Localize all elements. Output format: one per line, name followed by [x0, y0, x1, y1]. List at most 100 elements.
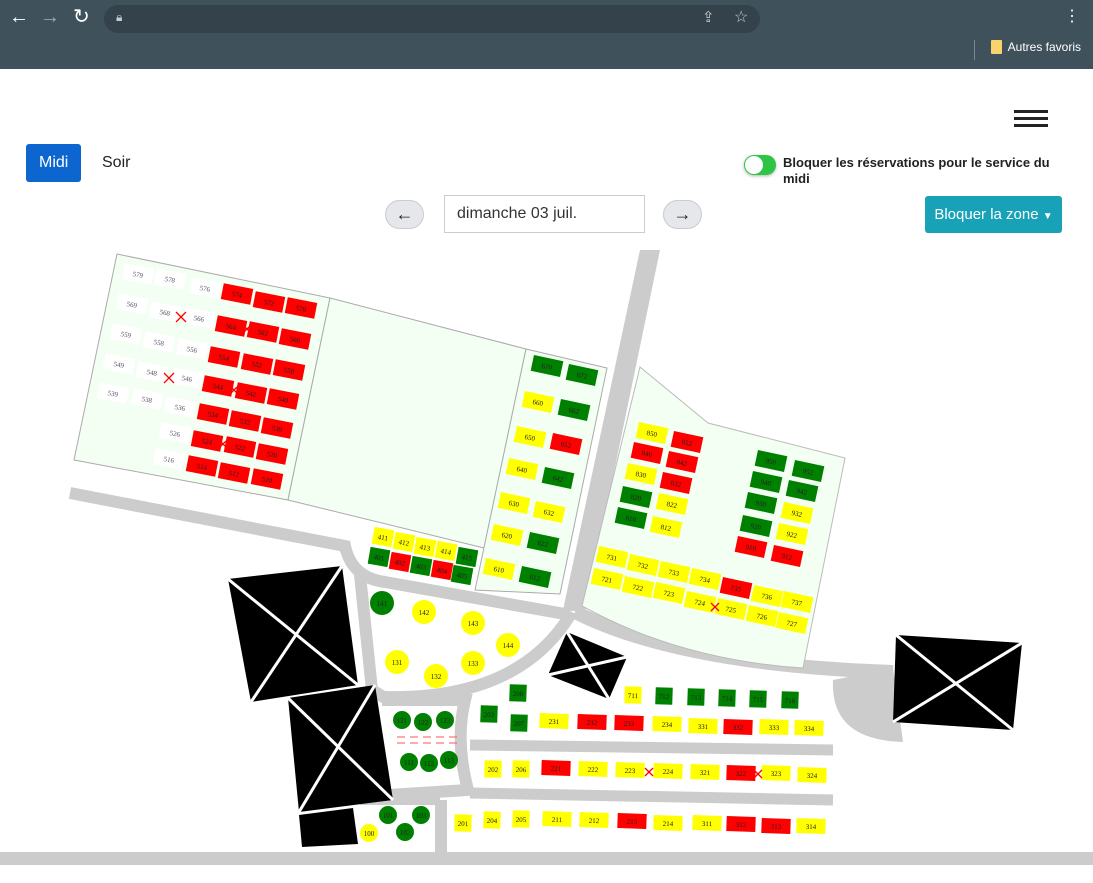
table-950[interactable]: 950	[754, 450, 788, 472]
table-123[interactable]: 123	[436, 711, 454, 729]
table-650[interactable]: 650	[513, 426, 547, 448]
table-630[interactable]: 630	[497, 492, 531, 514]
block-zone-dropdown[interactable]: Bloquer la zone ▼	[925, 196, 1062, 233]
table-559[interactable]: 559	[109, 323, 143, 345]
table-570[interactable]: 570	[284, 297, 318, 319]
table-544[interactable]: 544	[201, 375, 235, 397]
table-620[interactable]: 620	[490, 524, 524, 546]
table-142[interactable]: 142	[412, 600, 436, 624]
table-622[interactable]: 622	[526, 532, 560, 554]
table-221[interactable]: 221	[541, 759, 571, 777]
table-832[interactable]: 832	[659, 472, 693, 494]
table-333[interactable]: 333	[759, 718, 789, 736]
table-232[interactable]: 232	[577, 713, 607, 731]
table-812[interactable]: 812	[649, 516, 683, 538]
table-640[interactable]: 640	[505, 458, 539, 480]
table-822[interactable]: 822	[655, 493, 689, 515]
table-552[interactable]: 552	[240, 353, 274, 375]
table-735[interactable]: 735	[719, 577, 753, 599]
table-414[interactable]: 414	[434, 540, 458, 562]
table-112[interactable]: 112	[420, 754, 438, 772]
table-214[interactable]: 214	[653, 814, 683, 832]
table-144[interactable]: 144	[496, 633, 520, 657]
table-727[interactable]: 727	[775, 612, 809, 634]
table-205[interactable]: 205	[512, 810, 530, 828]
table-716[interactable]: 716	[781, 691, 799, 709]
table-520[interactable]: 520	[255, 443, 289, 465]
table-850[interactable]: 850	[635, 422, 669, 444]
table-403[interactable]: 403	[409, 555, 433, 577]
table-714[interactable]: 714	[718, 689, 736, 707]
table-311[interactable]: 311	[692, 814, 722, 832]
table-830[interactable]: 830	[624, 463, 658, 485]
table-204[interactable]: 204	[483, 811, 501, 829]
table-725[interactable]: 725	[714, 598, 748, 620]
table-412[interactable]: 412	[392, 531, 416, 553]
table-842[interactable]: 842	[665, 451, 699, 473]
table-610[interactable]: 610	[482, 558, 516, 580]
reload-icon[interactable]: ↻	[73, 6, 90, 28]
table-211[interactable]: 211	[542, 810, 572, 828]
menu-dots-icon[interactable]: ⋮	[1064, 8, 1080, 25]
table-224[interactable]: 224	[653, 762, 683, 780]
table-810[interactable]: 810	[614, 507, 648, 529]
table-560[interactable]: 560	[278, 328, 312, 350]
table-324[interactable]: 324	[797, 766, 827, 784]
prev-day-button[interactable]: ←	[385, 200, 424, 229]
table-569[interactable]: 569	[115, 293, 149, 315]
tab-midi[interactable]: Midi	[26, 144, 82, 182]
table-670[interactable]: 670	[530, 355, 564, 377]
table-732[interactable]: 732	[626, 554, 660, 576]
table-578[interactable]: 578	[153, 268, 187, 290]
date-field[interactable]: dimanche 03 juil.	[444, 195, 645, 233]
table-942[interactable]: 942	[785, 480, 819, 502]
table-534[interactable]: 534	[196, 403, 230, 425]
table-940[interactable]: 940	[749, 471, 783, 493]
table-212[interactable]: 212	[579, 811, 609, 829]
table-952[interactable]: 952	[791, 460, 825, 482]
table-579[interactable]: 579	[121, 263, 155, 285]
table-143[interactable]: 143	[461, 611, 485, 635]
table-538[interactable]: 538	[130, 388, 164, 410]
table-231[interactable]: 231	[539, 712, 569, 730]
table-711[interactable]: 711	[624, 686, 642, 704]
table-632[interactable]: 632	[532, 501, 566, 523]
table-321[interactable]: 321	[690, 763, 720, 781]
table-522[interactable]: 522	[223, 436, 257, 458]
table-724[interactable]: 724	[683, 591, 717, 613]
share-icon[interactable]: ⇪	[702, 9, 715, 26]
table-721[interactable]: 721	[590, 568, 624, 590]
table-662[interactable]: 662	[557, 399, 591, 421]
table-722[interactable]: 722	[621, 576, 655, 598]
back-icon[interactable]: ←	[9, 6, 29, 28]
table-411[interactable]: 411	[371, 526, 395, 548]
table-564[interactable]: 564	[214, 315, 248, 337]
table-233[interactable]: 233	[614, 714, 644, 732]
table-652[interactable]: 652	[549, 433, 583, 455]
table-568[interactable]: 568	[148, 301, 182, 323]
hamburger-menu-icon[interactable]	[1014, 110, 1048, 128]
table-566[interactable]: 566	[182, 307, 216, 329]
table-574[interactable]: 574	[220, 283, 254, 305]
table-132[interactable]: 132	[424, 664, 448, 688]
table-660[interactable]: 660	[521, 391, 555, 413]
table-201[interactable]: 201	[454, 814, 472, 832]
table-121[interactable]: 121	[393, 711, 411, 729]
table-510[interactable]: 510	[250, 468, 284, 490]
table-100[interactable]: 100	[360, 824, 378, 842]
table-323[interactable]: 323	[761, 764, 791, 782]
table-562[interactable]: 562	[246, 321, 280, 343]
table-550[interactable]: 550	[272, 359, 306, 381]
table-202[interactable]: 202	[484, 760, 502, 778]
table-314[interactable]: 314	[796, 817, 826, 835]
table-526[interactable]: 526	[158, 422, 192, 444]
tab-soir[interactable]: Soir	[102, 154, 131, 171]
table-404[interactable]: 404	[430, 559, 454, 581]
table-223[interactable]: 223	[615, 761, 645, 779]
table-542[interactable]: 542	[234, 382, 268, 404]
table-922[interactable]: 922	[775, 523, 809, 545]
table-932[interactable]: 932	[780, 502, 814, 524]
table-131[interactable]: 131	[385, 650, 409, 674]
table-331[interactable]: 331	[688, 717, 718, 735]
table-113[interactable]: 113	[440, 751, 458, 769]
